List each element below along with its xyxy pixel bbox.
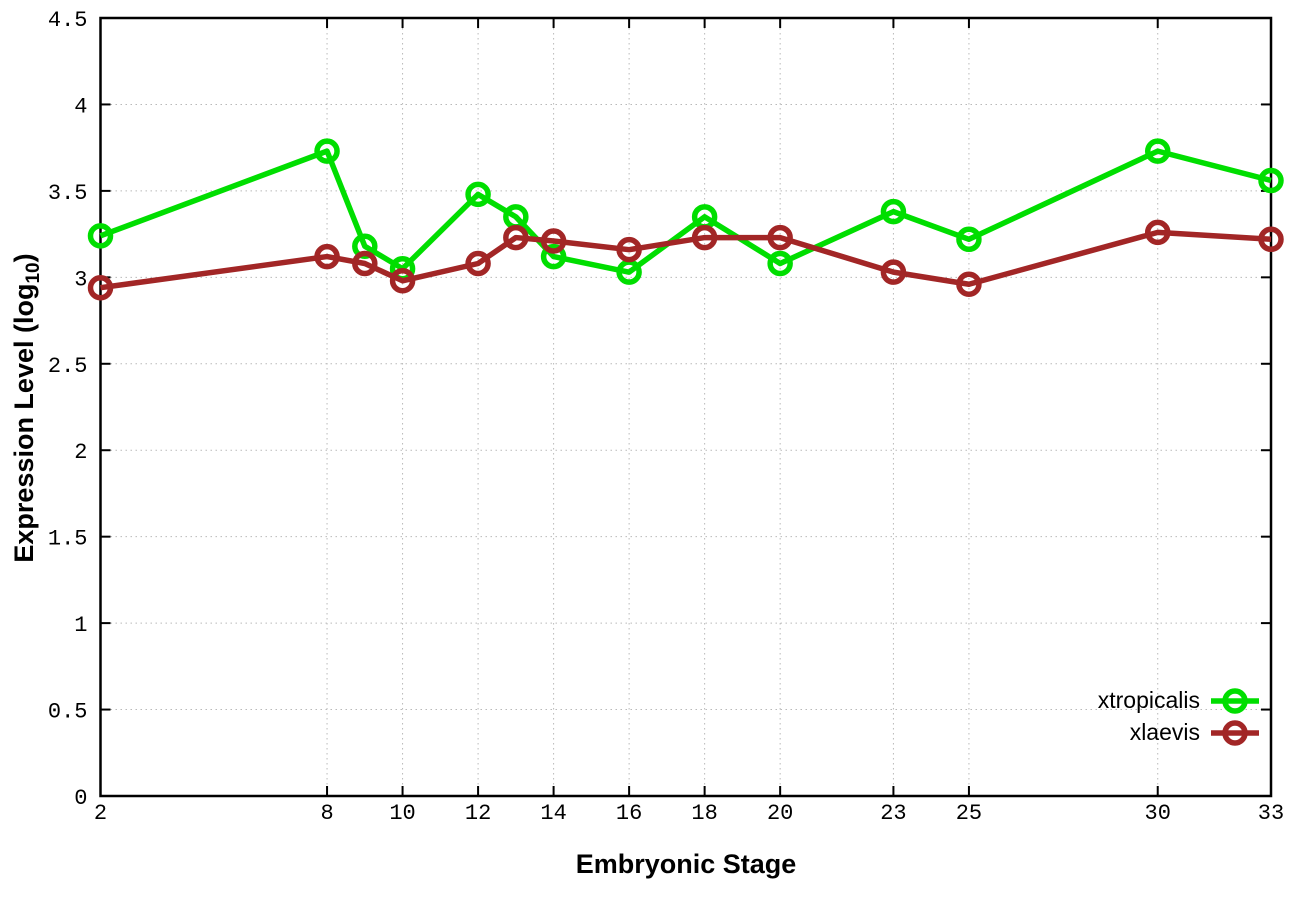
series-xlaevis	[87, 219, 1284, 301]
x-tick-label: 14	[540, 801, 566, 826]
x-tick-label: 20	[767, 801, 793, 826]
x-tick-label: 23	[880, 801, 906, 826]
xlaevis-marker	[87, 274, 114, 301]
xlaevis-marker	[314, 243, 340, 270]
legend-item-xlaevis: xlaevis	[1098, 717, 1262, 748]
x-tick-label: 2	[94, 801, 107, 826]
y-axis-label-subscript: 10	[23, 262, 44, 284]
xtropicalis-marker	[1144, 138, 1171, 164]
xlaevis-marker	[540, 228, 567, 254]
series-xtropicalis	[87, 138, 1284, 285]
y-tick-label: 4.5	[48, 8, 88, 33]
xlaevis-marker	[616, 236, 642, 263]
xtropicalis-marker	[540, 243, 567, 270]
xlaevis-marker	[691, 224, 718, 251]
xlaevis-line	[100, 229, 1272, 291]
xtropicalis-marker	[1258, 167, 1284, 194]
xlaevis-marker	[352, 250, 378, 277]
xlaevis-marker	[1144, 219, 1171, 246]
xtropicalis-marker	[465, 181, 491, 208]
x-tick-label: 33	[1258, 801, 1284, 826]
y-tick-label: 0	[74, 786, 87, 811]
legend-item-xtropicalis: xtropicalis	[1098, 685, 1262, 716]
x-tick-label: 10	[389, 801, 415, 826]
x-tick-label: 8	[320, 801, 333, 826]
x-tick-label: 12	[465, 801, 491, 826]
xlaevis-marker	[880, 259, 907, 285]
plot-border	[99, 16, 1273, 798]
y-tick-label: 3	[74, 267, 87, 292]
legend-label-xtropicalis: xtropicalis	[1097, 687, 1200, 713]
legend-marker-xtropicalis-icon	[1211, 687, 1259, 714]
xtropicalis-marker	[956, 226, 982, 253]
y-tick-label: 4	[74, 94, 87, 119]
xtropicalis-line	[99, 148, 1272, 275]
xtropicalis-marker	[880, 198, 907, 225]
x-tick-label: 25	[956, 801, 982, 826]
y-tick-label: 0.5	[48, 700, 88, 725]
legend: xtropicalis xlaevis	[1098, 685, 1262, 748]
x-tick-label: 18	[691, 801, 717, 826]
grid-lines	[100, 17, 1272, 797]
y-tick-label: 1.5	[48, 527, 88, 552]
xlaevis-marker	[1258, 226, 1284, 253]
y-tick-label: 1	[74, 613, 87, 638]
y-axis-label-text: Expression Level (log	[9, 283, 39, 563]
xlaevis-marker	[767, 224, 793, 251]
x-axis-label: Embryonic Stage	[575, 849, 797, 879]
xlaevis-marker	[465, 250, 491, 277]
legend-label-xlaevis: xlaevis	[1129, 719, 1200, 745]
legend-marker-xlaevis-icon	[1211, 719, 1259, 746]
x-tick-label: 16	[616, 801, 642, 826]
xlaevis-marker	[503, 224, 529, 251]
tick-marks	[99, 17, 1272, 797]
xtropicalis-marker	[314, 138, 340, 164]
y-tick-label: 2	[74, 440, 87, 465]
xtropicalis-marker	[87, 223, 114, 249]
y-tick-label: 2.5	[48, 354, 88, 379]
y-tick-label: 3.5	[48, 181, 88, 206]
xlaevis-marker	[389, 268, 416, 294]
xlaevis-marker	[956, 271, 982, 297]
x-tick-label: 30	[1145, 801, 1171, 826]
y-axis-label: Expression Level (log10)	[9, 19, 44, 797]
xtropicalis-marker	[767, 250, 793, 277]
